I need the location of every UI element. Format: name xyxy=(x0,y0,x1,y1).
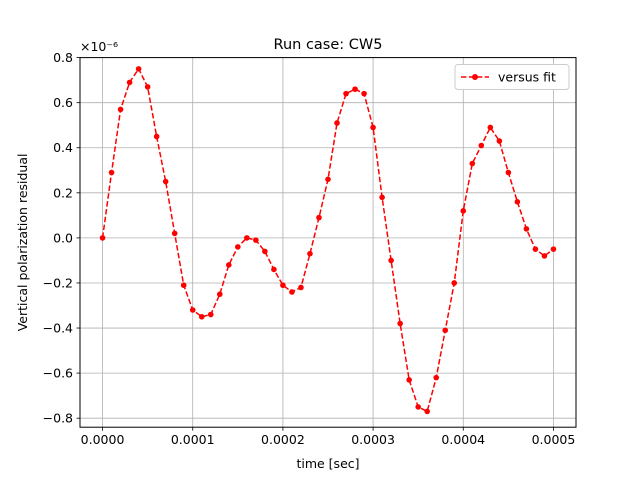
data-point xyxy=(397,320,403,327)
data-point xyxy=(244,235,250,241)
data-point xyxy=(442,327,449,334)
y-offset-label: ×10⁻⁶ xyxy=(80,39,118,54)
data-point xyxy=(460,208,467,214)
data-point xyxy=(198,313,205,320)
x-tick-label: 0.0004 xyxy=(441,432,485,447)
data-point xyxy=(262,248,268,255)
data-point xyxy=(370,124,376,131)
data-point xyxy=(108,169,115,176)
data-point xyxy=(135,66,142,72)
data-point xyxy=(207,311,214,318)
y-tick-label: 0.2 xyxy=(53,185,73,200)
data-point xyxy=(271,266,277,273)
y-tick-label: −0.8 xyxy=(43,411,73,426)
data-point xyxy=(433,374,440,381)
data-point xyxy=(189,307,196,313)
data-point xyxy=(415,404,421,410)
data-point xyxy=(226,262,232,268)
data-point xyxy=(424,408,431,415)
data-point xyxy=(307,250,313,257)
data-point xyxy=(532,246,539,252)
y-tick-label: −0.2 xyxy=(43,275,73,290)
data-point xyxy=(361,90,367,97)
data-point xyxy=(523,226,530,232)
data-point xyxy=(99,235,106,241)
data-point xyxy=(144,84,151,90)
legend: versus fit xyxy=(454,64,570,90)
data-point xyxy=(379,194,385,201)
data-point xyxy=(316,214,322,221)
plot-frame xyxy=(79,57,577,428)
x-tick-label: 0.0001 xyxy=(171,432,215,447)
data-point xyxy=(334,120,340,126)
y-tick-label: 0.4 xyxy=(53,140,73,155)
data-point xyxy=(216,291,223,298)
data-point xyxy=(388,257,394,264)
data-point xyxy=(280,282,286,289)
data-point xyxy=(406,377,412,383)
data-point xyxy=(478,142,485,149)
data-point xyxy=(352,86,358,92)
data-point xyxy=(289,289,295,295)
x-tick-label: 0.0003 xyxy=(351,432,395,447)
y-tick-label: 0.0 xyxy=(53,230,73,245)
data-point xyxy=(325,176,331,183)
series-layer xyxy=(99,66,557,415)
legend-marker xyxy=(472,74,478,80)
data-point xyxy=(235,244,241,250)
data-point xyxy=(253,237,259,243)
data-point xyxy=(162,178,169,185)
data-point xyxy=(171,230,178,237)
x-tick-label: 0.0005 xyxy=(532,432,576,447)
y-axis-label: Vertical polarization residual xyxy=(15,154,30,332)
data-point xyxy=(487,124,494,131)
data-point xyxy=(153,133,160,140)
data-point xyxy=(541,253,548,259)
plot-area xyxy=(80,57,576,428)
data-point xyxy=(469,160,476,167)
data-point xyxy=(298,284,304,291)
legend-label: versus fit xyxy=(498,70,556,85)
data-point xyxy=(180,282,187,289)
data-point xyxy=(343,90,349,97)
y-tick-label: 0.6 xyxy=(53,95,73,110)
data-point xyxy=(496,138,503,144)
chart-title: Run case: CW5 xyxy=(274,37,383,53)
data-point xyxy=(451,280,458,286)
data-point xyxy=(514,199,521,205)
y-tick-label: 0.8 xyxy=(53,50,73,65)
data-point xyxy=(550,246,557,252)
ticks: 0.0000 0.0001 0.0002 0.0003 0.0004 0.0005 −0.8… xyxy=(43,50,576,447)
legend-box xyxy=(454,64,570,90)
x-axis-label: time [sec] xyxy=(296,456,359,471)
data-point xyxy=(117,106,124,113)
data-point xyxy=(126,79,133,86)
data-point xyxy=(505,169,512,176)
x-tick-label: 0.0000 xyxy=(81,432,125,447)
y-tick-label: −0.4 xyxy=(43,321,73,336)
y-tick-label: −0.6 xyxy=(43,366,73,381)
x-tick-label: 0.0002 xyxy=(261,432,305,447)
